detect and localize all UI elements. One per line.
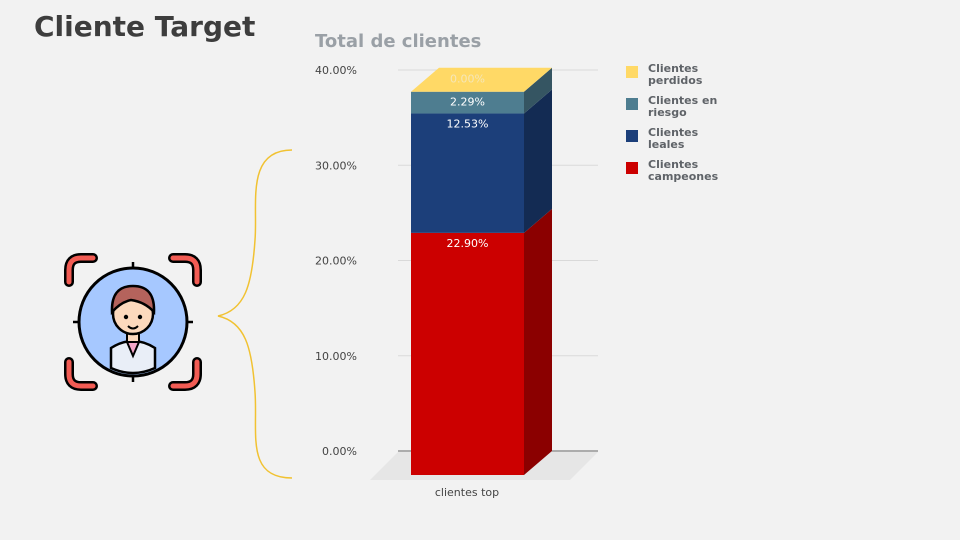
legend-swatch: [626, 130, 638, 142]
bar-value-label: 2.29%: [450, 96, 485, 109]
curly-bracket: [217, 149, 293, 479]
legend-label: Clientes leales: [648, 126, 699, 151]
bar-front: [411, 91, 524, 114]
legend-label: Clientes en riesgo: [648, 94, 718, 119]
bar-front: [411, 232, 524, 475]
x-tick-label: clientes top: [435, 486, 499, 499]
bar-segment-clientes-leales: [411, 89, 552, 233]
y-tick-label: 40.00%: [315, 64, 357, 77]
y-tick-label: 20.00%: [315, 255, 357, 268]
legend-item: Clientes perdidos: [626, 63, 728, 87]
customer-target-icon: [64, 253, 202, 391]
legend-label: Clientes campeones: [648, 158, 719, 183]
bar-front: [411, 113, 524, 233]
bar-value-label: 0.00%: [450, 73, 485, 86]
legend-swatch: [626, 98, 638, 110]
bar-segment-clientes-en-riesgo: [411, 67, 552, 114]
bar-top: [411, 67, 552, 92]
bar-side: [524, 89, 552, 233]
y-tick-label: 0.00%: [322, 445, 357, 458]
legend-swatch: [626, 162, 638, 174]
legend-item: Clientes campeones: [626, 159, 728, 183]
bar-segment-clientes-campeones: [411, 208, 552, 475]
page-title: Cliente Target: [34, 10, 256, 43]
bar-value-label: 12.53%: [447, 118, 489, 131]
legend-label: Clientes perdidos: [648, 62, 703, 87]
legend-item: Clientes en riesgo: [626, 95, 728, 119]
bar-side: [524, 208, 552, 475]
chart-title: Total de clientes: [315, 31, 482, 52]
bar-side: [524, 67, 552, 114]
bar-value-label: 22.90%: [447, 237, 489, 250]
y-tick-label: 30.00%: [315, 159, 357, 172]
legend-swatch: [626, 66, 638, 78]
chart-legend: Clientes perdidos Clientes en riesgo Clien…: [626, 63, 728, 191]
legend-item: Clientes leales: [626, 127, 728, 151]
y-tick-label: 10.00%: [315, 350, 357, 363]
